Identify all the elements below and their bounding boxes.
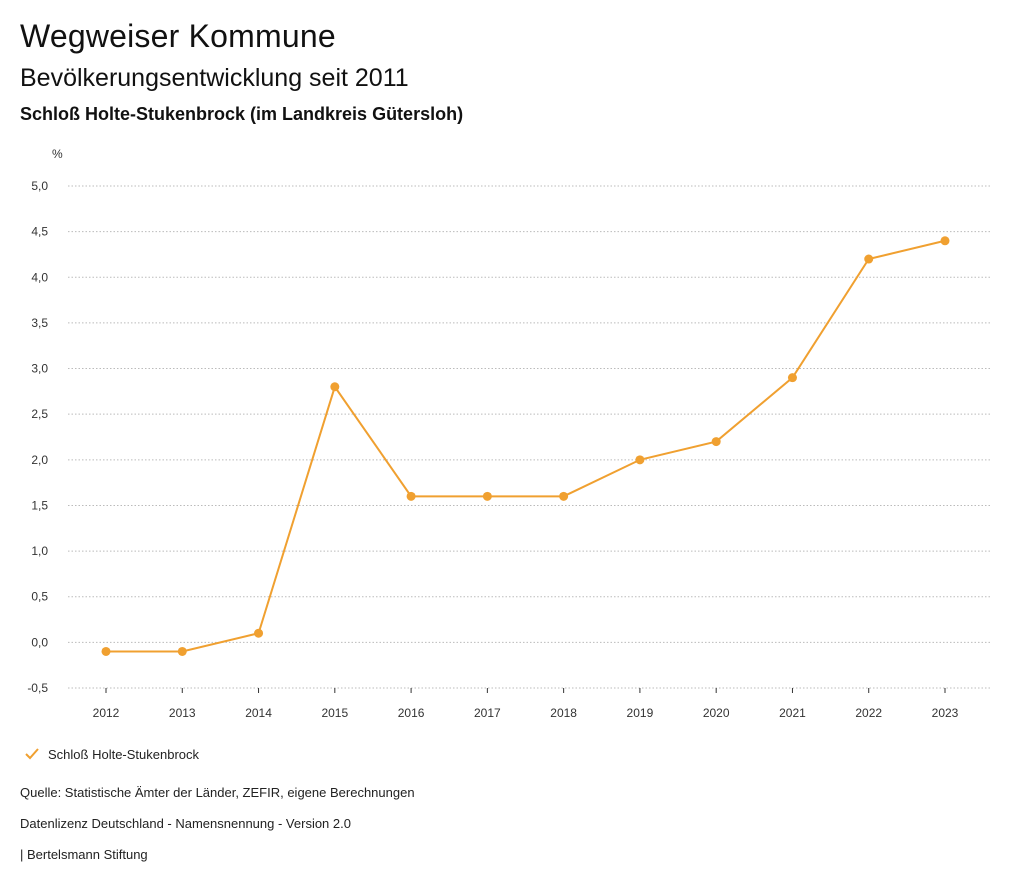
x-tick-label: 2017 [474,706,501,720]
x-tick-label: 2020 [703,706,730,720]
chart-subtitle: Bevölkerungsentwicklung seit 2011 [20,64,409,92]
y-tick-label: 3,0 [31,362,48,376]
series-layer [101,236,950,656]
y-tick-label: 2,0 [31,453,48,467]
x-tick-label: 2013 [169,706,196,720]
x-tick-label: 2023 [932,706,959,720]
x-tick-label: 2012 [93,706,120,720]
page-title: Wegweiser Kommune [20,18,336,54]
data-point[interactable] [330,382,340,392]
legend[interactable]: Schloß Holte-Stukenbrock [22,744,199,764]
data-point[interactable] [482,491,492,501]
legend-label: Schloß Holte-Stukenbrock [48,746,200,762]
x-tick-label: 2019 [627,706,654,720]
y-tick-label: 1,5 [31,498,48,512]
license-note: Datenlizenz Deutschland - Namensnennung … [20,816,351,831]
y-axis-unit-label: % [52,147,63,161]
y-tick-label: 1,0 [31,544,48,558]
data-point[interactable] [711,437,721,447]
region-name: Schloß Holte-Stukenbrock (im Landkreis G… [20,104,464,124]
data-point[interactable] [787,373,797,383]
data-point[interactable] [559,491,569,501]
data-point[interactable] [635,455,645,465]
line-chart: % -0,50,00,51,01,52,02,53,03,54,04,55,0 … [27,147,990,720]
data-point[interactable] [101,646,111,656]
grid-lines [68,185,990,689]
data-point[interactable] [254,628,264,638]
x-axis-ticks: 2012 2013 2014 2015 2016 2017 2018 2019 2020 2021… [68,687,990,720]
y-tick-label: 0,0 [31,635,48,649]
y-axis-ticks: -0,5 0,0 0,5 1,0 1,5 2,0 2,5 3,0 3,5 4,0 4,5 5,0 [27,179,48,695]
x-tick-label: 2018 [550,706,577,720]
publisher-note: | Bertelsmann Stiftung [20,847,148,862]
data-point[interactable] [864,254,874,264]
x-tick-label: 2022 [855,706,882,720]
y-tick-label: 3,5 [31,316,48,330]
y-tick-label: 0,5 [31,590,48,604]
checkmark-icon [25,748,39,760]
y-tick-label: 4,0 [31,270,48,284]
x-tick-label: 2021 [779,706,806,720]
y-tick-label: 5,0 [31,179,48,193]
y-tick-label: 2,5 [31,407,48,421]
data-point[interactable] [406,491,416,501]
series-line [106,239,946,653]
data-point[interactable] [940,236,950,246]
x-tick-label: 2016 [398,706,425,720]
data-point[interactable] [177,646,187,656]
x-tick-label: 2014 [245,706,272,720]
x-tick-label: 2015 [321,706,348,720]
source-note: Quelle: Statistische Ämter der Länder, Z… [20,785,415,800]
y-tick-label: 4,5 [31,225,48,239]
y-tick-label: -0,5 [27,681,48,695]
